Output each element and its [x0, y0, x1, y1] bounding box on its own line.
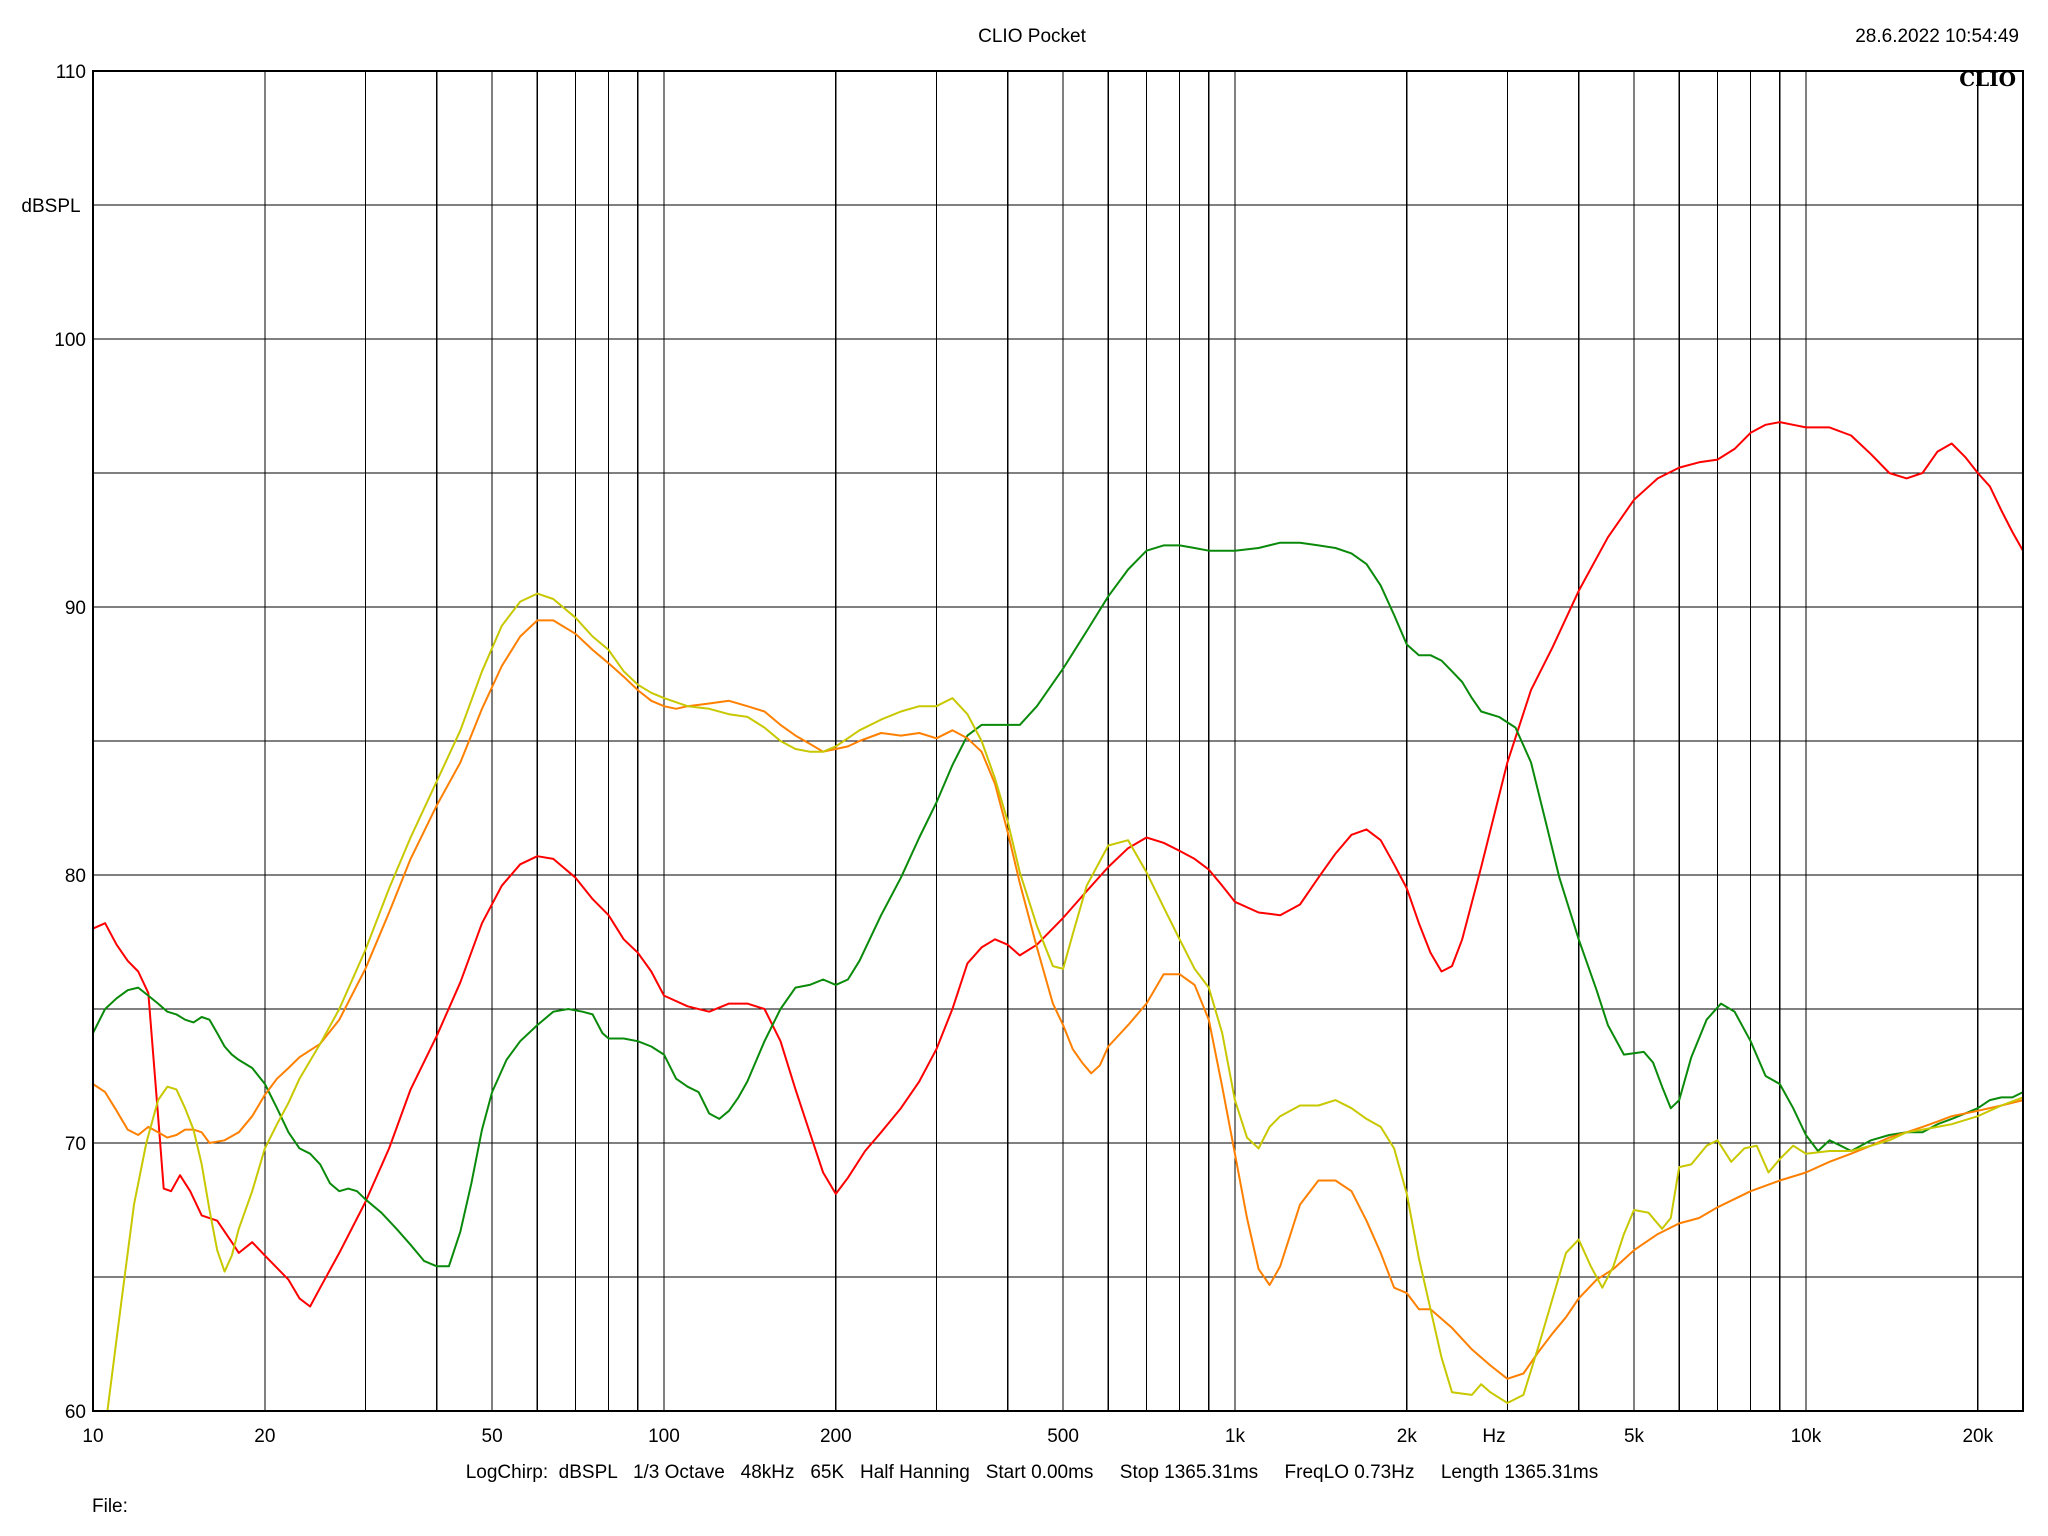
- x-tick-label: 20: [254, 1426, 275, 1447]
- y-axis-ticks: 60 70 80 90 100 110: [54, 62, 86, 1423]
- plot-frame: [92, 70, 2024, 1412]
- x-tick-label: 50: [482, 1426, 503, 1447]
- series-line-4: [92, 592, 2024, 1412]
- x-tick-label: 1k: [1225, 1426, 1246, 1447]
- series-line-1: [92, 421, 2024, 1308]
- series-line-3: [92, 619, 2024, 1380]
- series-group: [92, 421, 2024, 1412]
- x-tick-label: 5k: [1624, 1426, 1645, 1447]
- y-tick-label: 90: [65, 598, 86, 619]
- y-tick-label: 110: [56, 62, 86, 83]
- x-tick-label: 200: [820, 1426, 852, 1447]
- timestamp: 28.6.2022 10:54:49: [1855, 26, 2019, 47]
- clio-logo: CLIO: [1959, 67, 2016, 91]
- measurement-settings: LogChirp: dBSPL 1/3 Octave 48kHz 65K Hal…: [466, 1462, 1599, 1483]
- x-tick-label: 10: [82, 1426, 103, 1447]
- x-tick-label: 10k: [1791, 1426, 1822, 1447]
- chart-title: CLIO Pocket: [978, 26, 1086, 47]
- series-line-2: [92, 541, 2024, 1268]
- y-axis-unit: dBSPL: [21, 196, 80, 217]
- x-axis-ticks: 10 20 50 100 200 500 1k 2k 5k 10k 20k: [82, 1426, 1993, 1447]
- x-tick-label: 20k: [1962, 1426, 1993, 1447]
- x-tick-label: 2k: [1397, 1426, 1418, 1447]
- y-tick-label: 80: [65, 866, 86, 887]
- plot-grid: [93, 71, 2023, 1411]
- file-label: File:: [92, 1496, 128, 1517]
- x-tick-label: 100: [648, 1426, 680, 1447]
- y-tick-label: 100: [54, 330, 86, 351]
- y-tick-label: 70: [65, 1134, 86, 1155]
- x-tick-label: 500: [1047, 1426, 1079, 1447]
- y-tick-label: 60: [65, 1402, 86, 1423]
- x-axis-unit: Hz: [1482, 1426, 1505, 1447]
